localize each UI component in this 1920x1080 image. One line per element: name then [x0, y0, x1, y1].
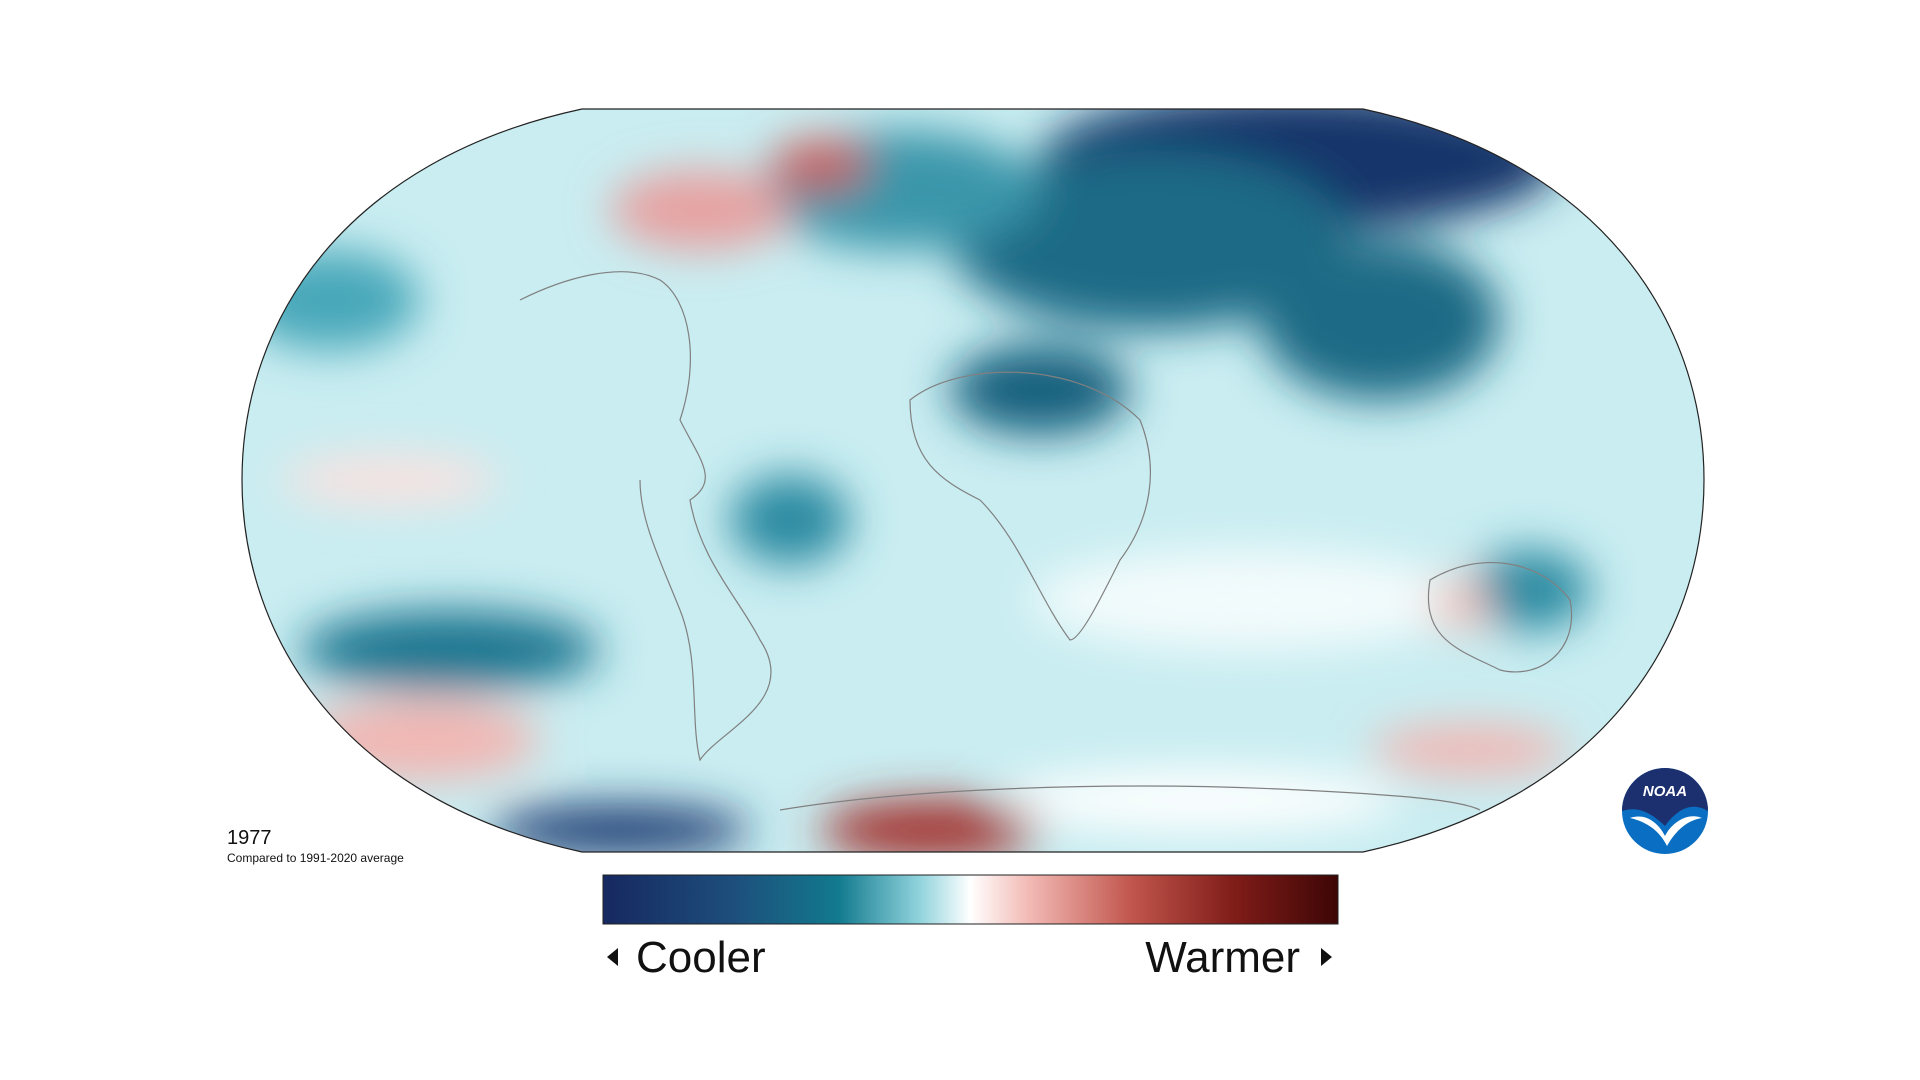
- coastlines: [519, 271, 1573, 811]
- anomaly-field: [242, 109, 1704, 852]
- year-label: 1977: [227, 827, 272, 849]
- subtitle: Compared to 1991-2020 average: [227, 851, 404, 865]
- color-scale: [602, 874, 1339, 925]
- logo-text: NOAA: [1643, 783, 1687, 800]
- legend-low: Cooler: [636, 933, 766, 982]
- noaa-logo: NOAA: [1622, 768, 1708, 854]
- left-arrow: [607, 948, 618, 966]
- map-outline: [241, 108, 1705, 853]
- right-arrow: [1321, 948, 1332, 966]
- legend-high: Warmer: [1145, 933, 1300, 982]
